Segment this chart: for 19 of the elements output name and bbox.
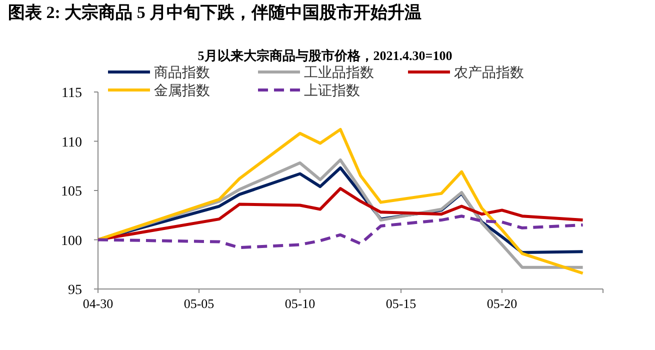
x-tick-label: 05-20 [486,296,518,311]
line-series [96,214,584,250]
x-tick-label: 05-10 [284,296,316,311]
y-tick-label: 115 [62,86,82,101]
x-tick-label: 05-15 [386,296,416,311]
x-tick-label: 05-05 [184,296,214,311]
legend-label: 金属指数 [154,83,210,99]
legend-label: 商品指数 [154,65,210,81]
y-tick-label: 110 [62,135,82,150]
x-tick-label: 04-30 [82,296,114,311]
y-tick-label: 95 [68,283,82,298]
line-series [96,128,584,275]
chart-subtitle: 5月以来大宗商品与股市价格，2021.4.30=100 [198,48,452,63]
y-tick-label: 105 [61,184,82,200]
legend-label: 工业品指数 [304,65,374,81]
legend-label: 上证指数 [304,83,360,99]
legend-label: 农产品指数 [454,65,524,81]
y-tick-label: 100 [61,234,82,249]
chart-title: 图表 2: 大宗商品 5 月中旬下跌，伴随中国股市开始升温 [8,3,422,22]
